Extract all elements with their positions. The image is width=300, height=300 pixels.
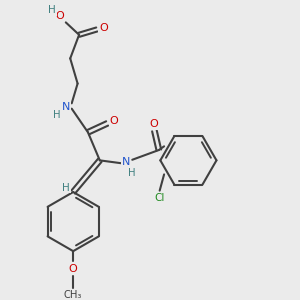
Text: H: H (48, 5, 56, 15)
Text: H: H (62, 183, 70, 193)
Text: N: N (61, 102, 70, 112)
Text: O: O (149, 119, 158, 129)
Text: O: O (69, 264, 78, 274)
Text: O: O (99, 23, 108, 33)
Text: O: O (110, 116, 118, 126)
Text: O: O (56, 11, 64, 22)
Text: H: H (52, 110, 60, 120)
Text: CH₃: CH₃ (64, 290, 82, 300)
Text: H: H (128, 168, 135, 178)
Text: Cl: Cl (154, 193, 165, 203)
Text: N: N (122, 157, 130, 167)
